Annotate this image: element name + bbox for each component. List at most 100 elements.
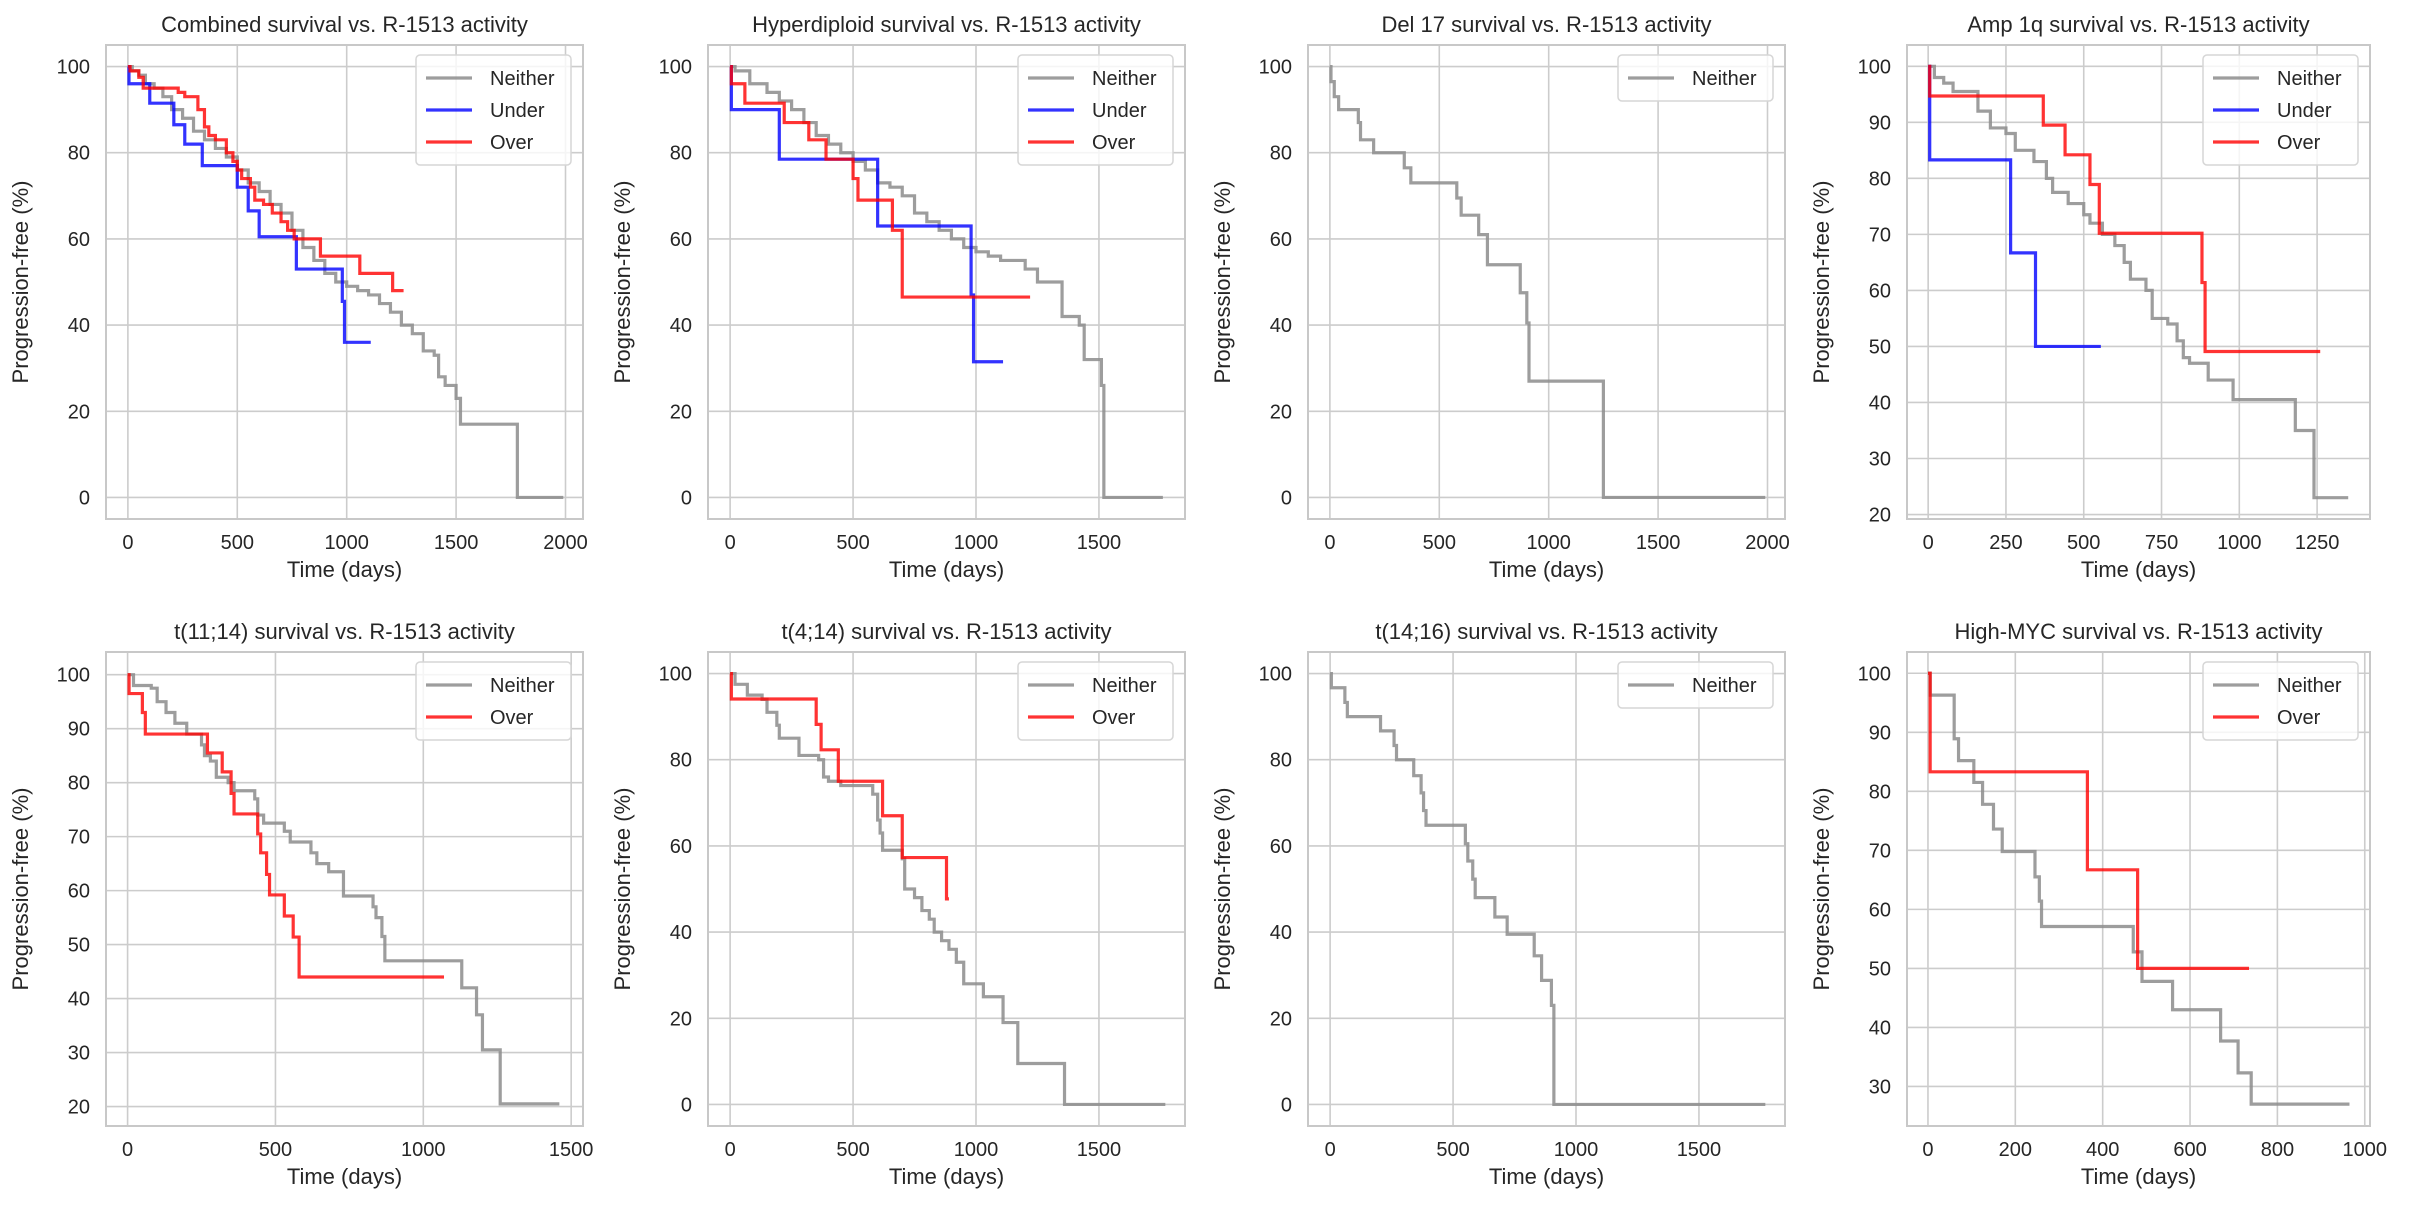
y-tick-label: 100	[659, 57, 692, 79]
series-line-over	[729, 671, 949, 901]
y-tick-label: 100	[57, 665, 90, 687]
y-tick-label: 80	[68, 773, 90, 795]
panel-6: 0 500 1000 1500 0 20 40 60 80 100 t(4;14) survival…	[610, 619, 1186, 1189]
y-tick-label: 50	[1869, 958, 1891, 980]
y-tick-label: 60	[1869, 899, 1891, 921]
y-tick-label: 20	[68, 401, 90, 423]
panel-1: 0 500 1000 1500 2000 0 20 40 60 80 100 Combined sur…	[8, 12, 588, 582]
legend-label: Over	[490, 132, 534, 154]
x-axis-label: Time (days)	[1489, 557, 1604, 582]
y-tick-label: 20	[1270, 401, 1292, 423]
series-line-over	[1927, 671, 2250, 970]
x-tick-label: 500	[836, 532, 869, 554]
x-tick-label: 1250	[2295, 532, 2340, 554]
legend: Neither Under Over	[2202, 54, 2359, 166]
y-tick-label: 90	[1869, 112, 1891, 134]
legend: Neither Under Over	[1017, 54, 1174, 166]
y-axis-label: Progression-free (%)	[8, 181, 33, 384]
plot-frame	[1906, 44, 2371, 520]
y-axis-label: Progression-free (%)	[1210, 181, 1235, 384]
series-line-over	[729, 64, 1031, 299]
y-tick-label: 70	[1869, 224, 1891, 246]
plot-frame	[707, 651, 1186, 1127]
legend-box	[1617, 661, 1774, 709]
plot-frame	[105, 651, 584, 1127]
chart-title: Del 17 survival vs. R-1513 activity	[1381, 12, 1711, 37]
x-tick-label: 1000	[954, 532, 999, 554]
legend-box	[415, 54, 572, 166]
y-tick-label: 30	[1869, 448, 1891, 470]
legend-label: Neither	[1692, 68, 1757, 90]
y-tick-label: 20	[670, 1008, 692, 1030]
y-axis-label: Progression-free (%)	[610, 788, 635, 991]
plot-frame	[1307, 651, 1786, 1127]
x-tick-label: 1500	[1077, 1139, 1122, 1161]
x-tick-label: 1000	[2343, 1139, 2388, 1161]
y-axis-label: Progression-free (%)	[1809, 181, 1834, 384]
legend-label: Under	[1092, 100, 1147, 122]
series-line-neither	[1329, 671, 1766, 1107]
x-axis-label: Time (days)	[1489, 1164, 1604, 1189]
legend-label: Over	[1092, 132, 1136, 154]
x-tick-label: 1000	[1554, 1139, 1599, 1161]
series-line-neither	[127, 64, 564, 500]
legend-box	[1017, 54, 1174, 166]
y-tick-label: 80	[1869, 781, 1891, 803]
y-tick-label: 60	[68, 881, 90, 903]
y-tick-label: 50	[68, 935, 90, 957]
legend-label: Over	[2277, 132, 2321, 154]
series-line-over	[1928, 64, 2321, 354]
x-tick-label: 500	[836, 1139, 869, 1161]
legend-box	[2202, 54, 2359, 166]
x-tick-label: 0	[725, 1139, 736, 1161]
legend-label: Neither	[490, 68, 555, 90]
x-tick-label: 0	[1325, 1139, 1336, 1161]
y-tick-label: 100	[57, 57, 90, 79]
y-axis-label: Progression-free (%)	[1809, 788, 1834, 991]
plot-frame	[1906, 651, 2371, 1127]
x-tick-label: 500	[1436, 1139, 1469, 1161]
y-tick-label: 100	[1259, 57, 1292, 79]
x-tick-label: 1000	[1526, 532, 1571, 554]
y-tick-label: 80	[1869, 168, 1891, 190]
y-tick-label: 80	[1270, 143, 1292, 165]
panel-7: 0 500 1000 1500 0 20 40 60 80 100 t(14;16) surviva…	[1210, 619, 1786, 1189]
y-tick-label: 80	[670, 143, 692, 165]
chart-title: High-MYC survival vs. R-1513 activity	[1955, 619, 2323, 644]
series-line-neither	[1329, 64, 1766, 500]
legend-label: Neither	[2277, 675, 2342, 697]
y-tick-label: 90	[68, 719, 90, 741]
y-tick-label: 60	[1270, 836, 1292, 858]
x-tick-label: 0	[122, 532, 133, 554]
chart-title: Hyperdiploid survival vs. R-1513 activit…	[752, 12, 1141, 37]
legend-label: Over	[2277, 707, 2321, 729]
x-tick-label: 1500	[549, 1139, 594, 1161]
y-tick-label: 100	[1858, 56, 1891, 78]
y-tick-label: 60	[670, 229, 692, 251]
x-tick-label: 500	[2067, 532, 2100, 554]
y-tick-label: 100	[1858, 663, 1891, 685]
x-tick-label: 200	[1999, 1139, 2032, 1161]
y-tick-label: 40	[68, 989, 90, 1011]
x-tick-label: 0	[122, 1139, 133, 1161]
y-tick-label: 100	[659, 664, 692, 686]
legend-label: Under	[490, 100, 545, 122]
x-tick-label: 1500	[1677, 1139, 1722, 1161]
legend: Neither Over	[2202, 661, 2359, 741]
x-tick-label: 1500	[434, 532, 479, 554]
x-tick-label: 2000	[543, 532, 588, 554]
x-axis-label: Time (days)	[287, 557, 402, 582]
y-tick-label: 80	[670, 750, 692, 772]
series-line-neither	[1928, 64, 2349, 500]
legend-label: Neither	[1092, 68, 1157, 90]
legend: Neither Over	[1017, 661, 1174, 741]
chart-title: t(4;14) survival vs. R-1513 activity	[781, 619, 1111, 644]
y-axis-label: Progression-free (%)	[1210, 788, 1235, 991]
legend: Neither Over	[415, 661, 572, 741]
y-tick-label: 40	[1270, 922, 1292, 944]
legend-box	[2202, 661, 2359, 741]
x-tick-label: 800	[2261, 1139, 2294, 1161]
x-axis-label: Time (days)	[287, 1164, 402, 1189]
x-tick-label: 1000	[401, 1139, 446, 1161]
plot-frame	[707, 44, 1186, 520]
